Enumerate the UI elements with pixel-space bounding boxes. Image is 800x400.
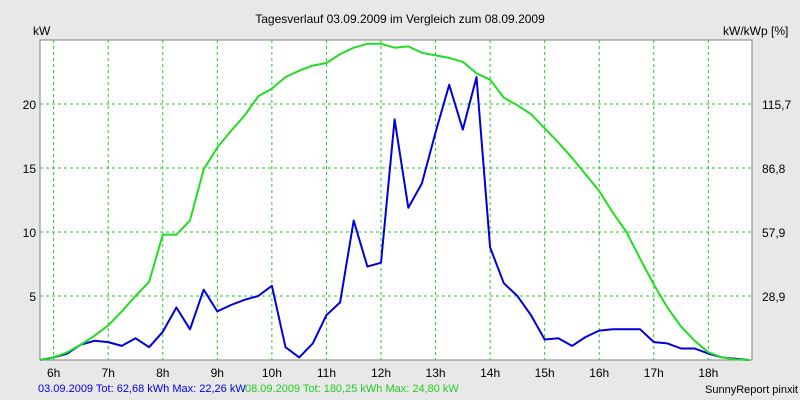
plot-area bbox=[39, 39, 753, 361]
y-tick-label-left: 10 bbox=[23, 226, 37, 240]
y-tick-label-right: 115,7 bbox=[762, 98, 791, 112]
x-tick-label: 12h bbox=[371, 366, 391, 380]
series-line-1 bbox=[39, 76, 750, 361]
x-tick-label: 10h bbox=[262, 366, 282, 380]
y-tick-label-left: 5 bbox=[29, 290, 36, 304]
x-tick-label: 9h bbox=[211, 366, 224, 380]
legend-series-2: 08.09.2009 Tot: 180,25 kWh Max: 24,80 kW bbox=[245, 383, 459, 395]
grid bbox=[40, 40, 752, 360]
y-tick-label-right: 57,9 bbox=[762, 226, 786, 240]
x-tick-label: 13h bbox=[426, 366, 446, 380]
x-tick-label: 18h bbox=[698, 366, 718, 380]
y-tick-label-right: 28,9 bbox=[762, 290, 786, 304]
x-tick-label: 16h bbox=[589, 366, 609, 380]
x-tick-label: 17h bbox=[644, 366, 664, 380]
chart-title: Tagesverlauf 03.09.2009 im Vergleich zum… bbox=[255, 12, 545, 26]
x-tick-label: 11h bbox=[317, 366, 336, 380]
y-axis-ticks-right: 28,9 57,9 86,8 115,7 bbox=[762, 98, 791, 304]
y-tick-label-right: 86,8 bbox=[762, 162, 786, 176]
y-axis-label-right: kW/kWp [%] bbox=[723, 24, 788, 38]
y-tick-label-left: 15 bbox=[23, 162, 37, 176]
y-axis-label-left: kW bbox=[33, 24, 51, 38]
series-lines bbox=[39, 42, 750, 361]
x-tick-label: 14h bbox=[480, 366, 500, 380]
y-tick-label-left: 20 bbox=[23, 98, 37, 112]
series-line-2 bbox=[39, 42, 750, 361]
credit-text: SunnyReport pinxit bbox=[705, 384, 798, 396]
x-axis-ticks: 6h 7h 8h 9h 10h 11h 12h 13h 14h 15h 16h 17h 18h bbox=[47, 366, 718, 380]
y-axis-ticks-left: 5 10 15 20 bbox=[23, 98, 37, 304]
x-tick-label: 8h bbox=[156, 366, 169, 380]
x-tick-label: 15h bbox=[535, 366, 555, 380]
x-tick-label: 7h bbox=[102, 366, 115, 380]
legend-series-1: 03.09.2009 Tot: 62,68 kWh Max: 22,26 kW bbox=[38, 383, 246, 395]
x-tick-label: 6h bbox=[47, 366, 60, 380]
